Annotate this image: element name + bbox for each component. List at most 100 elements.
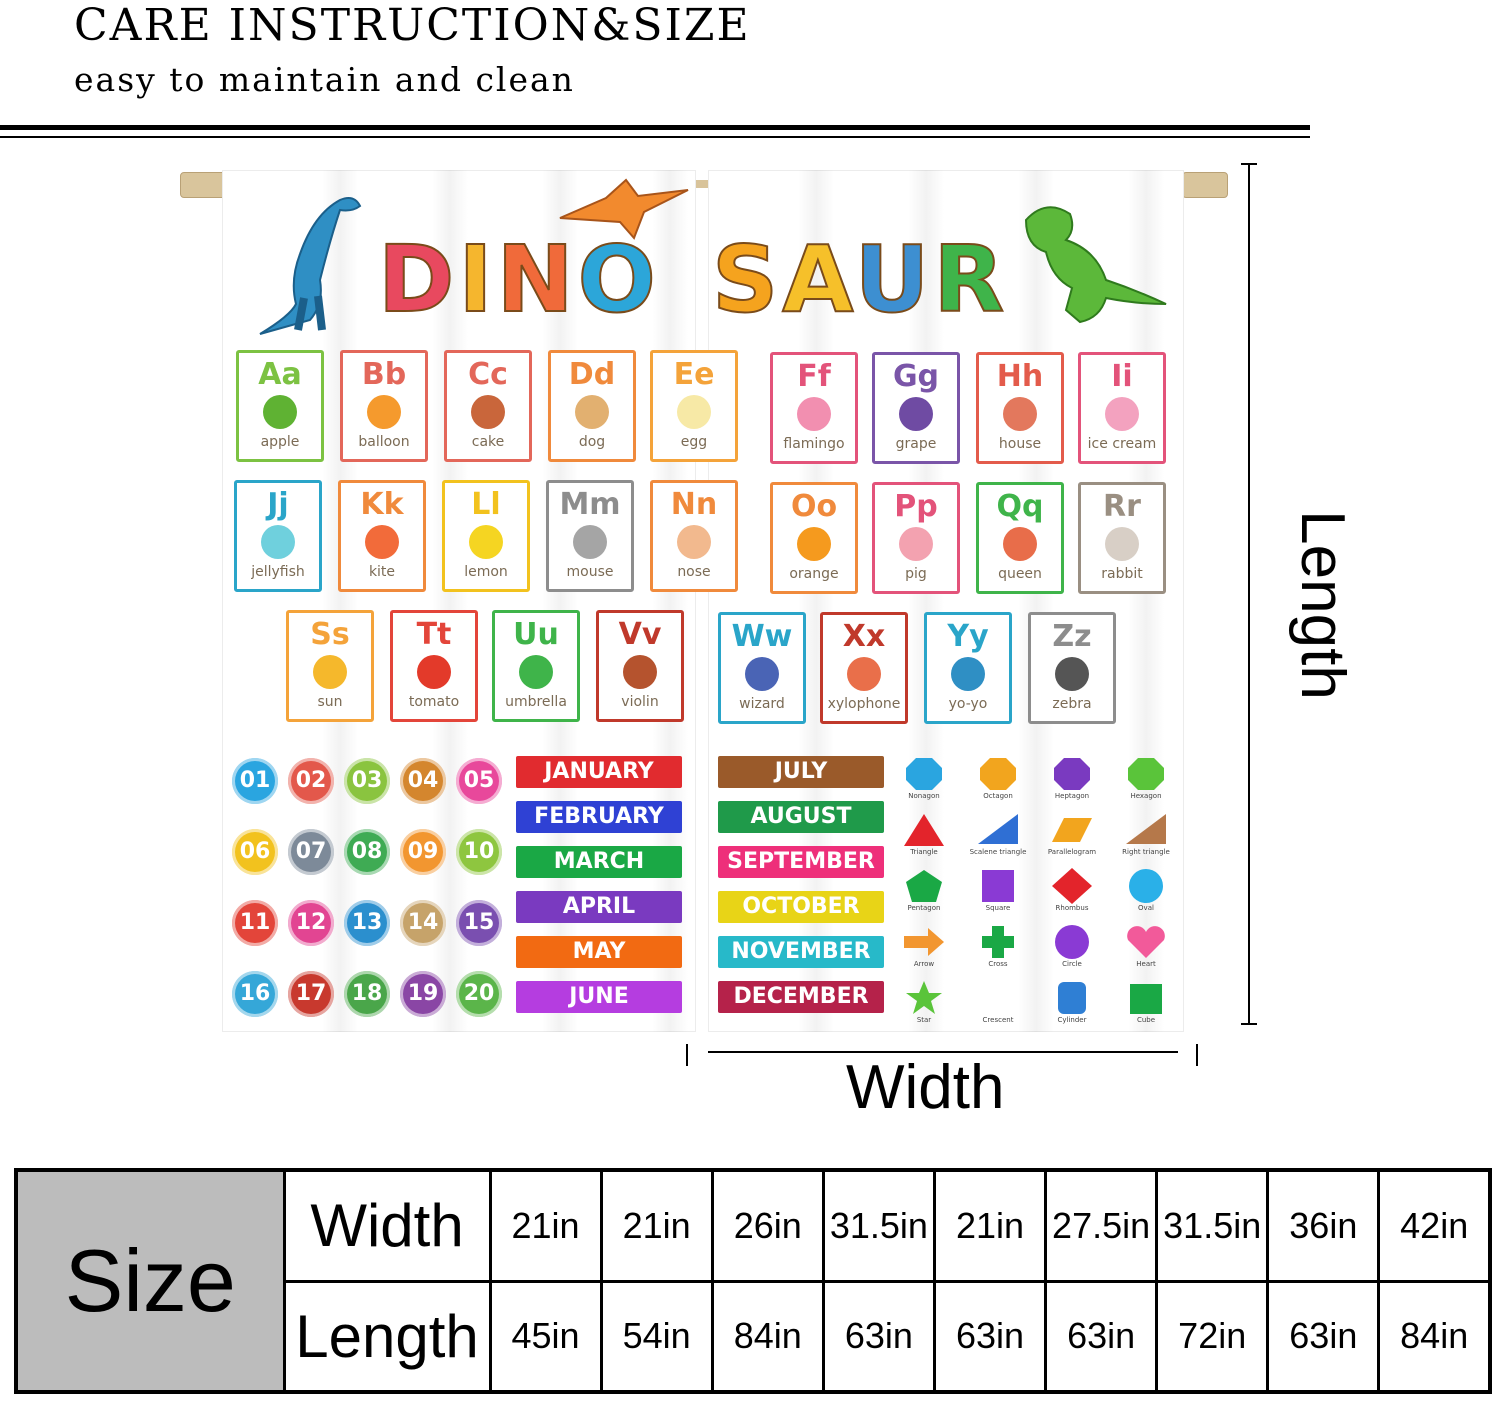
card-picture <box>797 527 831 561</box>
card-word: egg <box>680 434 708 450</box>
width-label: Width <box>846 1053 1005 1122</box>
card-picture <box>899 397 933 431</box>
width-value: 26in <box>710 1168 825 1283</box>
card-letter: Ff <box>797 359 831 394</box>
shape-cube <box>1124 980 1168 1020</box>
alphabet-card: Mm mouse <box>546 480 634 592</box>
shape-rhombus <box>1050 868 1094 908</box>
number-circle: 05 <box>456 758 502 804</box>
number-circle: 16 <box>232 971 278 1017</box>
width-row-label: Width <box>282 1168 492 1283</box>
card-letter: Dd <box>568 357 616 392</box>
card-letter: Aa <box>258 357 302 392</box>
card-word: lemon <box>464 564 508 580</box>
card-letter: Nn <box>670 487 718 522</box>
card-letter: Ww <box>731 619 793 654</box>
shape-scalene <box>976 812 1020 852</box>
card-letter: Bb <box>361 357 407 392</box>
card-word: ice cream <box>1087 436 1157 452</box>
card-picture <box>471 395 505 429</box>
width-value: 21in <box>599 1168 714 1283</box>
card-picture <box>677 395 711 429</box>
card-letter: Qq <box>996 489 1044 524</box>
alphabet-card: Hh house <box>976 352 1064 464</box>
shape-star <box>902 980 946 1020</box>
shape-poly <box>1050 756 1094 796</box>
card-word: mouse <box>566 564 614 580</box>
alphabet-card: Ll lemon <box>442 480 530 592</box>
title-letter-o: O <box>577 226 660 333</box>
number-circle: 19 <box>400 971 446 1017</box>
card-picture <box>1055 657 1089 691</box>
alphabet-card: Rr rabbit <box>1078 482 1166 594</box>
title-letter-a: A <box>781 226 855 333</box>
alphabet-card: Tt tomato <box>390 610 478 722</box>
card-picture <box>797 397 831 431</box>
card-letter: Zz <box>1052 619 1092 654</box>
title-letter-u: U <box>854 226 934 333</box>
card-letter: Mm <box>559 487 621 522</box>
number-circle: 09 <box>400 829 446 875</box>
card-letter: Uu <box>513 617 559 652</box>
alphabet-card: Nn nose <box>650 480 738 592</box>
rod-end-cap-left <box>180 172 226 198</box>
length-label: Length <box>1288 510 1357 700</box>
card-picture <box>1105 397 1139 431</box>
card-word: queen <box>998 566 1042 582</box>
shape-crescent <box>976 980 1020 1020</box>
month-bar: MARCH <box>516 846 682 878</box>
card-picture <box>261 525 295 559</box>
alphabet-card: Yy yo-yo <box>924 612 1012 724</box>
alphabet-card: Ww wizard <box>718 612 806 724</box>
card-letter: Pp <box>894 489 938 524</box>
number-circle: 08 <box>344 829 390 875</box>
card-word: sun <box>317 694 343 710</box>
shape-label: Nonagon <box>908 792 940 800</box>
card-picture <box>1105 527 1139 561</box>
length-value: 63in <box>821 1279 936 1394</box>
number-circle: 01 <box>232 758 278 804</box>
shape-label: Triangle <box>910 848 938 856</box>
card-word: kite <box>368 564 396 580</box>
width-tick-left <box>686 1044 688 1066</box>
alphabet-card: Pp pig <box>872 482 960 594</box>
number-circle: 14 <box>400 900 446 946</box>
card-word: umbrella <box>505 694 567 710</box>
shape-oval <box>1124 868 1168 908</box>
card-word: yo-yo <box>948 696 988 712</box>
length-value: 45in <box>488 1279 603 1394</box>
card-letter: Oo <box>790 489 838 524</box>
shape-label: Oval <box>1138 904 1154 912</box>
card-picture <box>365 525 399 559</box>
alphabet-card: Zz zebra <box>1028 612 1116 724</box>
width-value: 36in <box>1266 1168 1381 1283</box>
shape-label: Cylinder <box>1057 1016 1087 1024</box>
card-picture <box>1003 527 1037 561</box>
page-subtitle: easy to maintain and clean <box>74 60 575 99</box>
page-title: CARE INSTRUCTION&SIZE <box>74 0 751 51</box>
length-value: 63in <box>932 1279 1048 1394</box>
shape-para <box>1050 812 1094 852</box>
number-circle: 13 <box>344 900 390 946</box>
curtain-title-left: DINO <box>377 229 660 331</box>
length-tick-bottom <box>1241 1023 1257 1025</box>
card-letter: Jj <box>267 487 289 522</box>
card-word: tomato <box>408 694 460 710</box>
shape-poly <box>902 756 946 796</box>
month-bar: JUNE <box>516 981 682 1013</box>
card-word: rabbit <box>1101 566 1143 582</box>
number-circle: 17 <box>288 971 334 1017</box>
card-picture <box>367 395 401 429</box>
rod-end-cap-right <box>1182 172 1228 198</box>
card-picture <box>313 655 347 689</box>
card-picture <box>469 525 503 559</box>
card-word: xylophone <box>827 696 901 712</box>
alphabet-card: Jj jellyfish <box>234 480 322 592</box>
card-letter: Ss <box>310 617 350 652</box>
card-letter: Xx <box>842 619 886 654</box>
shape-label: Cross <box>988 960 1008 968</box>
title-letter-s: S <box>711 226 783 333</box>
alphabet-card: Ff flamingo <box>770 352 858 464</box>
month-bar: OCTOBER <box>718 891 884 923</box>
card-word: dog <box>578 434 606 450</box>
